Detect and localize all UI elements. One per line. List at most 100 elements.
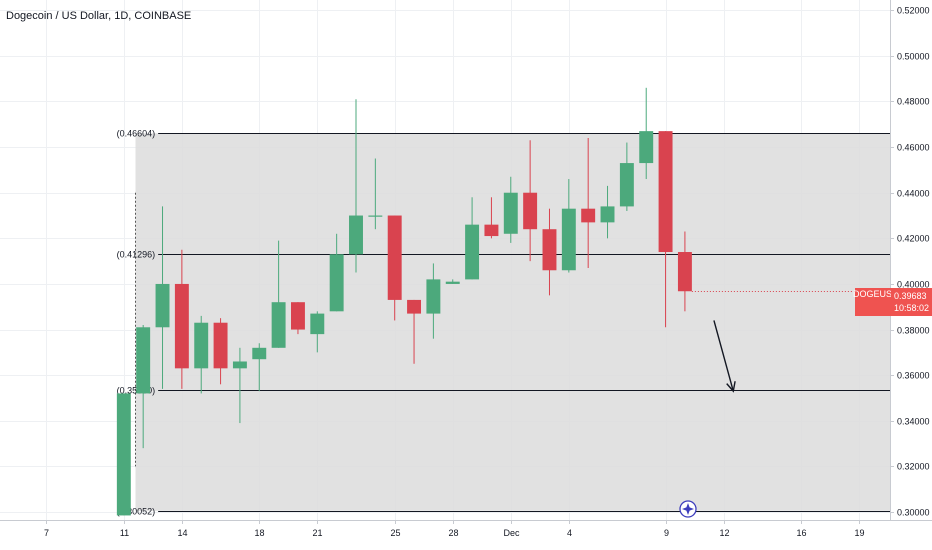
candle-body <box>310 313 325 335</box>
candle-body <box>387 215 402 300</box>
candle-up <box>310 311 325 353</box>
time-tick-label: 4 <box>567 528 572 538</box>
add-marker-icon[interactable] <box>679 500 697 518</box>
level-label: (0.46604) <box>117 129 156 139</box>
candle-up <box>368 158 383 230</box>
candle-up <box>465 197 480 280</box>
candle-up <box>329 233 344 312</box>
candle-body <box>542 229 557 271</box>
candle-up <box>639 87 654 180</box>
time-tick-label: 16 <box>796 528 806 538</box>
candle-down <box>677 231 692 312</box>
candle-body <box>116 393 131 516</box>
candle-body <box>271 302 286 348</box>
candle-body <box>174 283 189 369</box>
last-price-tag: 0.39683 10:58:02 <box>891 288 932 316</box>
candle-body <box>503 192 518 234</box>
candle-down <box>484 197 499 239</box>
candle-body <box>484 224 499 237</box>
level-label: (0.41296) <box>117 250 156 260</box>
candle-down <box>407 299 422 364</box>
time-tick-label: 25 <box>390 528 400 538</box>
price-tick-label: 0.34000 <box>897 417 930 427</box>
time-tick-label: 12 <box>719 528 729 538</box>
time-tick-label: 7 <box>44 528 49 538</box>
bar-countdown: 10:58:02 <box>894 303 930 313</box>
candle-body <box>194 322 209 369</box>
symbol-tag-label: DOGEUSD <box>853 289 899 299</box>
price-tick-label: 0.52000 <box>897 6 930 16</box>
time-axis[interactable]: 7 11 14 18 21 25 28 Dec 4 9 12 16 19 <box>44 520 865 538</box>
candle-body <box>465 224 480 280</box>
time-tick-label: 21 <box>312 528 322 538</box>
price-tick-label: 0.48000 <box>897 97 930 107</box>
candle-up <box>252 343 267 392</box>
support-resistance-zone <box>135 133 890 511</box>
candle-down <box>174 249 189 389</box>
time-tick-label: 28 <box>448 528 458 538</box>
candle-down <box>542 208 557 296</box>
candle-down <box>213 318 228 385</box>
time-tick-label: 19 <box>854 528 864 538</box>
level-label: (0.35360) <box>117 386 156 396</box>
candle-up <box>349 99 363 273</box>
price-tick-label: 0.42000 <box>897 234 930 244</box>
time-tick-label: 14 <box>177 528 187 538</box>
candle-body <box>368 215 383 217</box>
candle-up <box>445 279 460 284</box>
candle-up <box>116 393 131 516</box>
price-tick-label: 0.50000 <box>897 52 930 62</box>
candle-body <box>523 192 538 230</box>
candle-down <box>290 302 305 335</box>
candle-up <box>194 315 209 394</box>
candle-down <box>581 137 596 268</box>
candle-down <box>523 140 538 262</box>
candle-body <box>329 254 344 312</box>
arrow-annotation-line <box>713 320 734 392</box>
price-tick-label: 0.46000 <box>897 143 930 153</box>
candle-down <box>387 215 402 321</box>
level-lines: (0.46604) (0.41296) (0.35360) (0.30052) <box>117 129 890 517</box>
candle-body <box>136 327 151 394</box>
price-tick-label: 0.44000 <box>897 189 930 199</box>
candle-down <box>658 131 673 328</box>
candle-up <box>503 176 518 243</box>
price-tick-label: 0.38000 <box>897 326 930 336</box>
candle-body <box>252 347 267 360</box>
candle-body <box>658 131 673 253</box>
level-label: (0.30052) <box>117 507 156 517</box>
time-tick-label: 18 <box>254 528 264 538</box>
candle-body <box>290 302 305 330</box>
last-price-value: 0.39683 <box>894 291 927 301</box>
price-tick-label: 0.40000 <box>897 280 930 290</box>
candle-up <box>136 325 151 449</box>
candle-body <box>232 361 247 369</box>
candle-up <box>619 142 634 211</box>
candle-body <box>349 215 363 255</box>
candle-body <box>639 131 654 164</box>
price-zone <box>135 133 890 511</box>
candle-body <box>677 252 692 292</box>
candle-body <box>600 206 615 223</box>
candle-up <box>426 263 441 339</box>
candles <box>116 87 692 516</box>
candle-up <box>232 347 247 424</box>
candle-body <box>155 283 170 328</box>
chart-symbol-title: Dogecoin / US Dollar, 1D, COINBASE <box>6 10 192 22</box>
candle-up <box>271 240 286 348</box>
candle-up <box>155 206 170 389</box>
candle-body <box>426 279 441 314</box>
candle-up <box>600 185 615 239</box>
candle-body <box>561 208 576 271</box>
candle-body <box>445 281 460 284</box>
time-tick-label: 11 <box>120 528 129 538</box>
candle-body <box>213 322 228 369</box>
price-axis[interactable]: 0.52000 0.50000 0.48000 0.46000 0.44000 0.420… <box>890 6 930 518</box>
time-tick-label: 9 <box>664 528 669 538</box>
symbol-price-tag: DOGEUSD <box>853 288 899 316</box>
price-tick-label: 0.32000 <box>897 462 930 472</box>
candle-body <box>407 299 422 314</box>
price-tick-label: 0.30000 <box>897 508 930 518</box>
candle-up <box>561 179 576 273</box>
